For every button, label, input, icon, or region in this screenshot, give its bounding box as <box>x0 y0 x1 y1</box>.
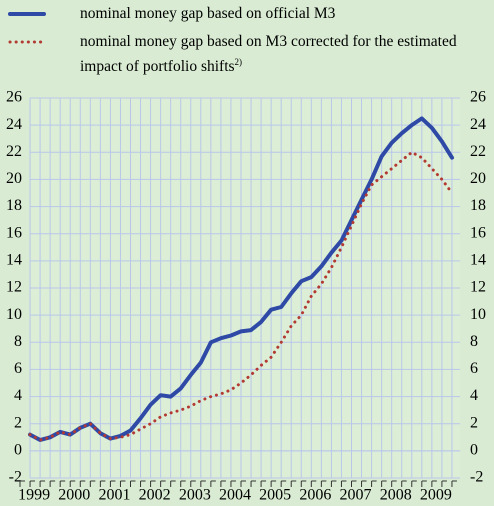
y-tick-label: 0 <box>14 442 22 459</box>
y-tick-label: 2 <box>14 414 22 431</box>
y2-tick-label: 26 <box>470 89 486 106</box>
y2-tick-label: 10 <box>470 306 486 323</box>
y2-tick-label: 24 <box>470 116 486 133</box>
y-tick-label: 10 <box>6 306 22 323</box>
y-tick-label: 12 <box>6 279 22 296</box>
y-tick-label: 18 <box>6 197 22 214</box>
y2-tick-label: 22 <box>470 143 486 160</box>
x-tick-label: 1999 <box>18 487 50 504</box>
y2-tick-label: 8 <box>470 333 478 350</box>
y2-tick-label: 14 <box>470 252 486 269</box>
x-tick-label: 2003 <box>179 487 211 504</box>
x-tick-label: 2004 <box>219 487 251 504</box>
x-tick-label: 2007 <box>340 487 372 504</box>
y-tick-label: -2 <box>9 469 22 486</box>
legend-label: nominal money gap based on M3 corrected … <box>80 32 480 77</box>
y2-tick-label: 16 <box>470 224 486 241</box>
y2-tick-label: 6 <box>470 360 478 377</box>
legend-label: nominal money gap based on official M3 <box>80 4 480 24</box>
y2-tick-label: 12 <box>470 279 486 296</box>
footnote-marker: 2) <box>234 57 243 67</box>
x-tick-label: 2006 <box>299 487 331 504</box>
y-tick-label: 16 <box>6 224 22 241</box>
y2-tick-label: 2 <box>470 414 478 431</box>
x-tick-label: 2009 <box>420 487 452 504</box>
x-tick-label: 2008 <box>380 487 412 504</box>
legend-text: nominal money gap based on official M3 <box>80 5 336 22</box>
y-tick-label: 8 <box>14 333 22 350</box>
legend-text: nominal money gap based on M3 corrected … <box>80 33 457 76</box>
y2-tick-label: 4 <box>470 387 478 404</box>
y2-tick-label: 20 <box>470 170 486 187</box>
y2-tick-label: -2 <box>470 469 483 486</box>
y-tick-label: 6 <box>14 360 22 377</box>
x-tick-label: 2001 <box>98 487 130 504</box>
series-line-dotted <box>28 150 454 442</box>
y2-tick-label: 0 <box>470 442 478 459</box>
y2-tick-label: 18 <box>470 197 486 214</box>
y-tick-label: 14 <box>6 252 22 269</box>
y-tick-label: 26 <box>6 89 22 106</box>
y-tick-label: 22 <box>6 143 22 160</box>
y-tick-label: 24 <box>6 116 22 133</box>
x-tick-label: 2000 <box>58 487 90 504</box>
y-tick-label: 20 <box>6 170 22 187</box>
y-tick-label: 4 <box>14 387 22 404</box>
x-tick-label: 2002 <box>139 487 171 504</box>
x-tick-label: 2005 <box>259 487 291 504</box>
